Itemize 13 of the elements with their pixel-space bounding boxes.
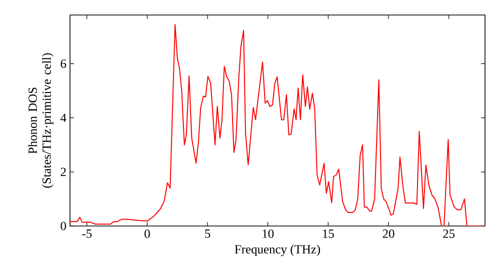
x-axis-title: Frequency (THz) — [234, 244, 320, 256]
x-tick-label: 15 — [323, 230, 334, 238]
y-tick-label: 2 — [60, 168, 66, 176]
x-tick-label: 10 — [262, 230, 274, 238]
y-tick-label: 0 — [60, 222, 66, 230]
x-tick-label: 25 — [443, 230, 455, 238]
y-tick-label: 4 — [60, 114, 66, 122]
y-axis-title: Phonon DOS (States/THz·primitive cell) — [28, 53, 54, 188]
x-tick-label: 0 — [144, 230, 150, 238]
y-tick-label: 6 — [60, 60, 66, 68]
x-tick-label: 20 — [382, 230, 394, 238]
x-tick-label: -5 — [82, 230, 92, 238]
x-tick-label: 5 — [205, 230, 210, 238]
